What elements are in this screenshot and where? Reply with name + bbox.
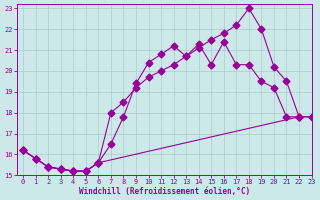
X-axis label: Windchill (Refroidissement éolien,°C): Windchill (Refroidissement éolien,°C) (79, 187, 250, 196)
